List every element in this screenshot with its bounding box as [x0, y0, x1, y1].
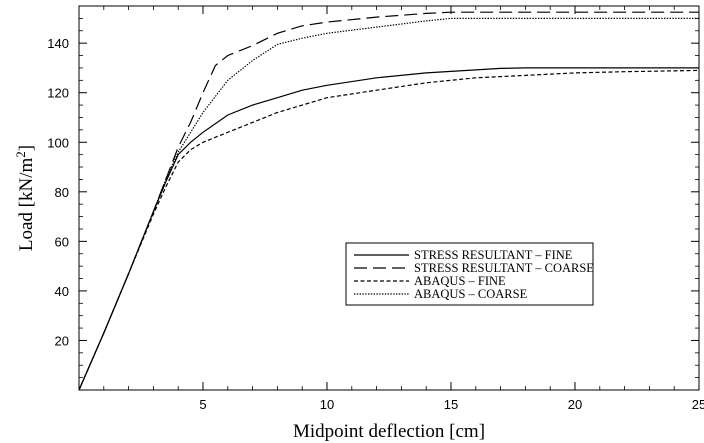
- y-tick-labels: 20 40 60 80 100 120 140: [47, 36, 69, 348]
- legend-box: [345, 242, 594, 306]
- y-axis-title-end: ]: [16, 145, 37, 151]
- legend-label-3: ABAQUS – FINE: [414, 274, 506, 288]
- x-tick-label: 20: [568, 397, 582, 412]
- minor-ticks: [79, 6, 699, 390]
- series-line-1: [78, 67, 699, 391]
- legend-label-2: STRESS RESULTANT – COARSE: [414, 261, 594, 275]
- x-tick-labels: 5 10 15 20 25: [199, 397, 704, 412]
- y-axis-title: Load [kN/m2]: [13, 145, 37, 251]
- x-tick-label: 10: [320, 397, 334, 412]
- y-tick-label: 100: [47, 135, 69, 150]
- y-axis-title-superscript: 2: [13, 151, 28, 158]
- series-lines: [78, 11, 700, 391]
- series-line-4: [78, 17, 699, 391]
- legend-label-1: STRESS RESULTANT – FINE: [414, 248, 573, 262]
- y-tick-label: 20: [55, 333, 69, 348]
- x-tick-label: 5: [199, 397, 206, 412]
- series-line-3: [78, 69, 700, 391]
- y-tick-label: 60: [55, 234, 69, 249]
- y-tick-label: 40: [55, 284, 69, 299]
- plot-frame: [78, 5, 700, 391]
- major-ticks: [79, 6, 700, 390]
- legend-label-4: ABAQUS – COARSE: [414, 287, 528, 301]
- y-tick-label: 120: [47, 86, 69, 101]
- y-axis-title-main: Load [kN/m: [16, 158, 37, 252]
- y-tick-label: 80: [55, 185, 69, 200]
- x-tick-label: 25: [692, 397, 704, 412]
- series-line-2: [78, 11, 699, 391]
- x-tick-label: 15: [444, 397, 458, 412]
- x-axis-title: Midpoint deflection [cm]: [293, 421, 485, 442]
- y-tick-label: 140: [47, 36, 69, 51]
